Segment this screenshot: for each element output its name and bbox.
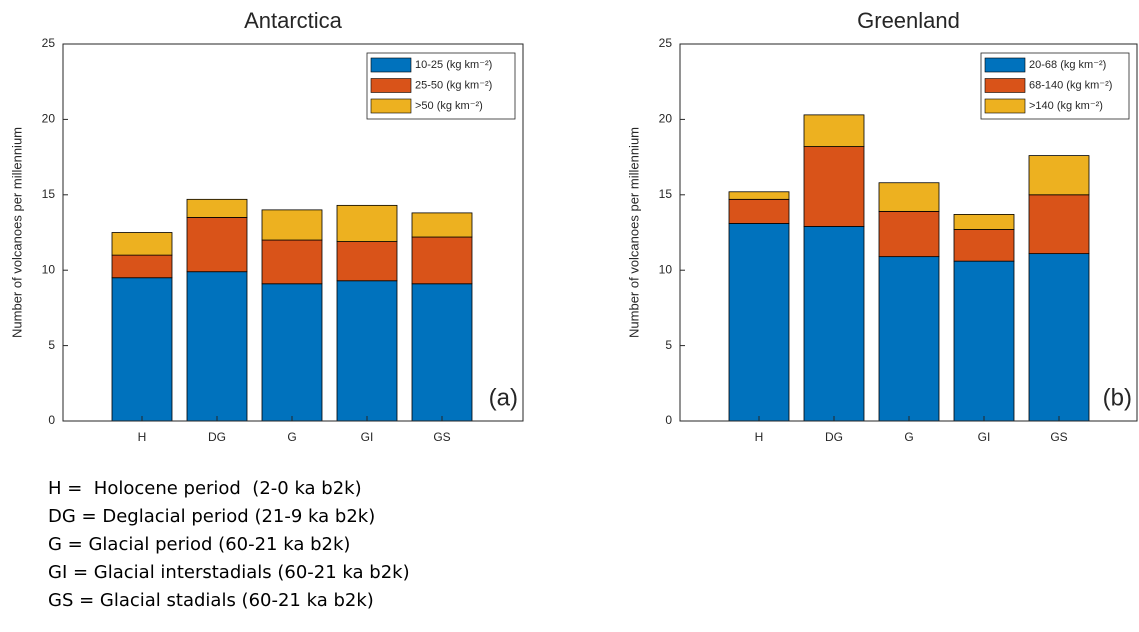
bar-segment	[261, 239, 323, 285]
x-tick-label: G	[904, 430, 913, 444]
y-tick-label: 5	[665, 338, 672, 352]
notes: H = Holocene period (2-0 ka b2k) DG = Deg…	[48, 475, 410, 615]
x-tick-label: H	[755, 430, 764, 444]
panel-label: (a)	[489, 384, 518, 411]
bar-segment	[803, 146, 865, 227]
y-axis-label: Number of volcanoes per millennium	[626, 127, 641, 338]
bar-segment	[336, 280, 398, 422]
legend-label: 20-68 (kg km⁻²)	[1029, 59, 1106, 71]
x-tick-label: GS	[433, 430, 450, 444]
bar-segment	[953, 260, 1015, 422]
y-tick-label: 20	[42, 112, 56, 126]
legend-label: 68-140 (kg km⁻²)	[1029, 79, 1112, 91]
bar-segment	[186, 217, 248, 273]
y-tick-label: 20	[659, 112, 673, 126]
legend-label: 10-25 (kg km⁻²)	[415, 59, 492, 71]
y-tick-label: 15	[42, 187, 56, 201]
x-tick-label: DG	[208, 430, 226, 444]
y-tick-label: 0	[48, 413, 55, 427]
legend-label: >50 (kg km⁻²)	[415, 100, 483, 112]
bar-segment	[728, 198, 790, 224]
bar-segment	[261, 209, 323, 241]
bar-segment	[803, 114, 865, 147]
legend-label: 25-50 (kg km⁻²)	[415, 79, 492, 91]
bar-segment	[411, 212, 473, 238]
bar-segment	[953, 214, 1015, 230]
bar-segment	[878, 182, 940, 212]
bar-segment	[1028, 253, 1090, 422]
bar-segment	[336, 204, 398, 242]
bar-segment	[953, 229, 1015, 262]
note-line: GS = Glacial stadials (60-21 ka b2k)	[48, 590, 374, 611]
note-line: H = Holocene period (2-0 ka b2k)	[48, 478, 362, 499]
legend-swatch	[370, 57, 412, 73]
bar-segment	[878, 256, 940, 422]
bar-segment	[261, 283, 323, 422]
x-tick-label: DG	[825, 430, 843, 444]
note-line: DG = Deglacial period (21-9 ka b2k)	[48, 506, 376, 527]
bar-segment	[803, 226, 865, 422]
y-tick-label: 0	[665, 413, 672, 427]
note-line: G = Glacial period (60-21 ka b2k)	[48, 534, 351, 555]
bar-segment	[186, 198, 248, 218]
chart-title: Greenland	[857, 8, 960, 33]
y-tick-label: 25	[659, 36, 673, 50]
x-tick-label: GI	[978, 430, 991, 444]
note-line: GI = Glacial interstadials (60-21 ka b2k…	[48, 562, 410, 583]
legend-swatch	[984, 98, 1026, 114]
chart-title: Antarctica	[244, 8, 343, 33]
y-tick-label: 10	[42, 262, 56, 276]
bar-segment	[878, 210, 940, 258]
legend-swatch	[370, 78, 412, 93]
x-tick-label: G	[287, 430, 296, 444]
y-tick-label: 15	[659, 187, 673, 201]
bar-segment	[728, 191, 790, 200]
legend-swatch	[984, 78, 1026, 93]
bar-segment	[186, 271, 248, 422]
x-tick-label: GI	[361, 430, 374, 444]
axes-box	[679, 43, 1138, 422]
y-axis-label: Number of volcanoes per millennium	[9, 127, 24, 338]
axes-box	[62, 43, 524, 422]
bar-segment	[336, 241, 398, 282]
bar-segment	[111, 277, 173, 422]
legend-label: >140 (kg km⁻²)	[1029, 100, 1103, 112]
legend-swatch	[984, 57, 1026, 73]
bar-segment	[111, 254, 173, 279]
y-tick-label: 25	[42, 36, 56, 50]
bar-segment	[1028, 155, 1090, 196]
bar-segment	[1028, 194, 1090, 255]
bar-segment	[411, 236, 473, 285]
bar-segment	[111, 232, 173, 256]
x-tick-label: H	[138, 430, 147, 444]
legend-swatch	[370, 98, 412, 114]
x-tick-label: GS	[1050, 430, 1067, 444]
bar-segment	[728, 223, 790, 422]
bar-segment	[411, 283, 473, 422]
panel-label: (b)	[1103, 384, 1132, 411]
y-tick-label: 5	[48, 338, 55, 352]
y-tick-label: 10	[659, 262, 673, 276]
